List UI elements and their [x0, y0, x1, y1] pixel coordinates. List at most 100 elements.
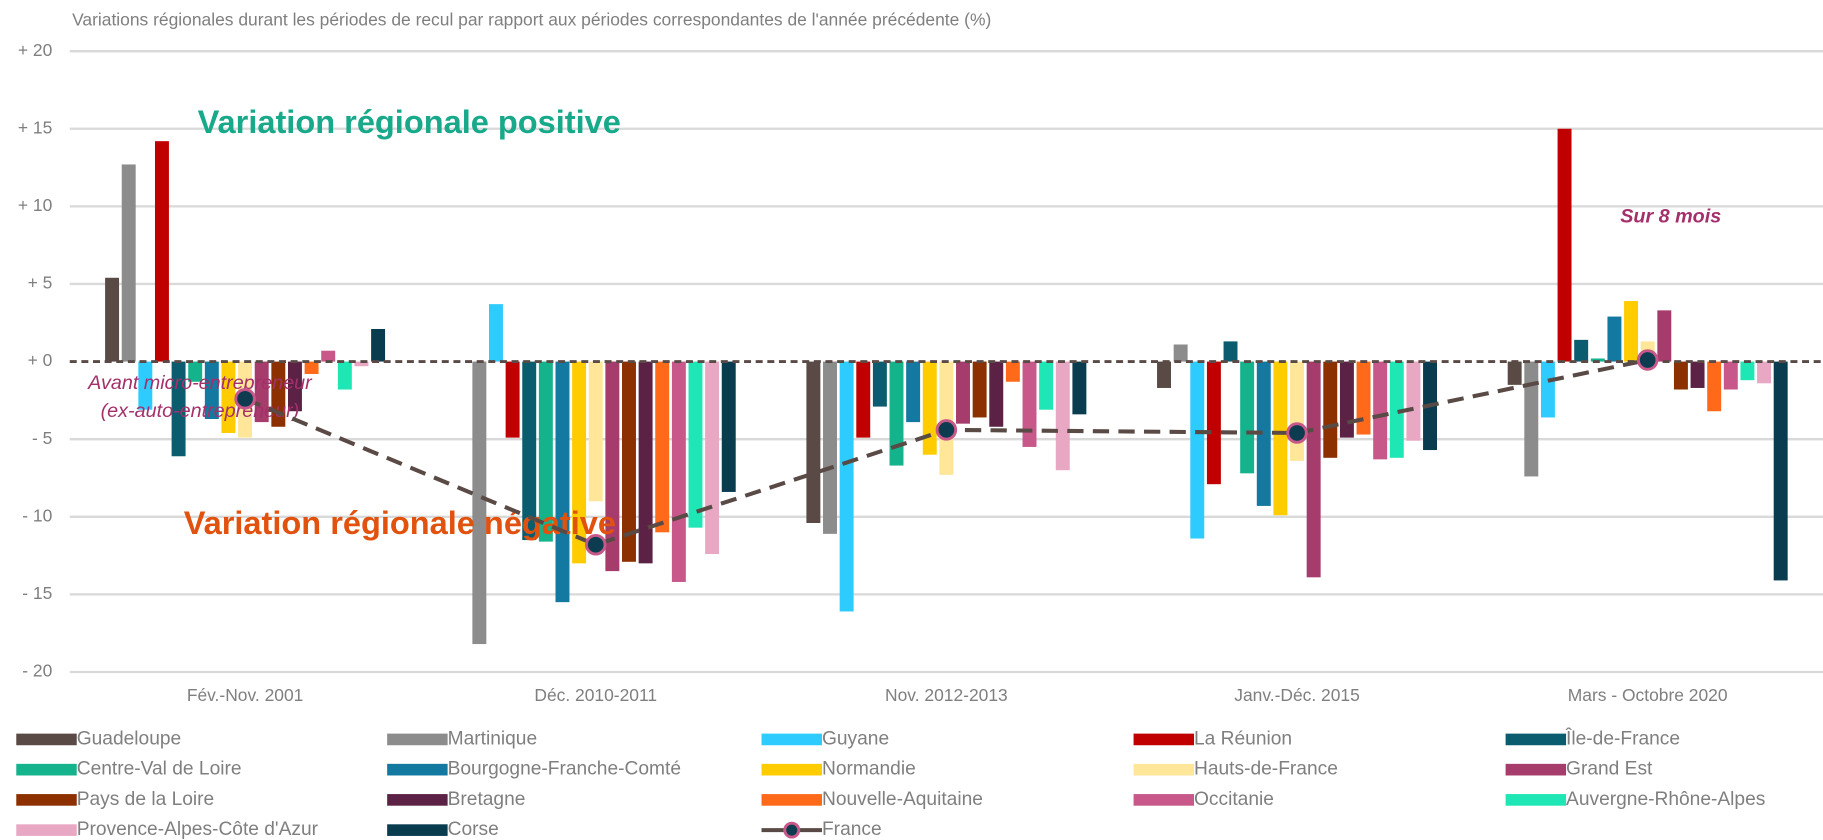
legend-label: Corse [448, 819, 499, 840]
bar [1356, 361, 1371, 435]
bar [1389, 361, 1404, 458]
legend-label: Provence-Alpes-Côte d'Azur [77, 819, 319, 840]
bar [622, 361, 636, 562]
bar [1673, 361, 1688, 390]
annotation: Variation régionale négative [184, 505, 616, 541]
legend-swatch [387, 763, 448, 776]
bar [1039, 361, 1054, 410]
bar [522, 361, 537, 541]
bar [889, 361, 904, 466]
bar [1524, 361, 1539, 477]
x-tick-label: Nov. 2012-2013 [885, 685, 1008, 705]
y-tick-label: + 15 [18, 117, 52, 137]
x-tick-label: Mars - Octobre 2020 [1568, 685, 1728, 705]
bar [1707, 361, 1722, 412]
legend-label: La Réunion [1194, 728, 1292, 749]
bar [1206, 361, 1221, 485]
bar [1406, 361, 1421, 441]
legend-swatch [387, 824, 448, 836]
legend-label: Bourgogne-Franche-Comté [448, 759, 681, 780]
chart-title: Variations régionales durant les période… [72, 10, 991, 30]
legend-swatch [1505, 794, 1567, 806]
annotation: Sur 8 mois [1620, 206, 1721, 228]
bar [1290, 361, 1305, 461]
bar [1540, 361, 1555, 418]
bar [221, 361, 236, 433]
marker [935, 419, 958, 441]
bar [872, 361, 887, 407]
bar [1005, 361, 1020, 382]
legend-swatch [761, 794, 822, 806]
legend-swatch [761, 763, 822, 776]
marker [234, 388, 256, 410]
bar [105, 277, 120, 362]
bar [1190, 361, 1205, 539]
y-tick-label: - 20 [22, 661, 52, 681]
y-tick-label: - 10 [22, 505, 52, 525]
x-tick-label: Fév.-Nov. 2001 [187, 685, 304, 705]
bar [1240, 361, 1255, 474]
bar [956, 361, 970, 424]
bar [154, 141, 169, 362]
bar [1323, 361, 1338, 458]
bar [1373, 361, 1388, 460]
y-tick-label: - 15 [22, 583, 52, 603]
x-tick-label: Déc. 2010-2011 [534, 685, 657, 705]
annotation: Avant micro-entrepreneur [87, 372, 313, 394]
y-tick-label: - 5 [32, 428, 52, 448]
legend-label: Pays de la Loire [77, 789, 214, 810]
bar [337, 361, 352, 390]
y-tick-label: + 5 [28, 273, 53, 293]
bar [1757, 361, 1772, 384]
bar [555, 361, 570, 603]
bar [823, 361, 837, 534]
legend-label: Martinique [448, 728, 538, 749]
legend-swatch [1133, 794, 1195, 806]
bar [121, 164, 136, 362]
bar [655, 361, 670, 533]
marker [1286, 422, 1308, 444]
bar [1607, 316, 1622, 362]
bar [605, 361, 620, 572]
legend-swatch [387, 733, 448, 746]
bar [1723, 361, 1738, 390]
bar [1306, 361, 1321, 578]
legend-label: Occitanie [1194, 789, 1274, 810]
legend-label: Guadeloupe [77, 728, 181, 749]
bar [1590, 358, 1605, 362]
bar [1557, 128, 1572, 362]
bar [989, 361, 1004, 427]
bar [472, 361, 487, 645]
marker [584, 533, 607, 556]
bar [1339, 361, 1354, 438]
bar [806, 361, 821, 523]
legend-label: Normandie [822, 759, 916, 780]
bar [1273, 361, 1288, 516]
bar [1657, 310, 1672, 362]
bar [254, 361, 269, 423]
bar [1256, 361, 1271, 506]
bar [906, 361, 921, 423]
bar [922, 361, 937, 455]
bar [705, 361, 720, 555]
legend-swatch [16, 824, 77, 836]
bar [204, 361, 219, 420]
legend-label: Hauts-de-France [1194, 759, 1338, 780]
bar [304, 361, 319, 374]
bar [638, 361, 653, 564]
legend-label: Centre-Val de Loire [77, 759, 242, 780]
bar [538, 361, 553, 542]
bar [321, 350, 336, 362]
bar [572, 361, 587, 564]
legend-swatch [783, 821, 801, 839]
bar [1574, 339, 1589, 362]
bar [588, 361, 603, 502]
bar [1773, 361, 1788, 581]
bar [1055, 361, 1070, 471]
legend-swatch [16, 763, 77, 776]
bar [721, 361, 736, 492]
bar [371, 328, 386, 362]
annotation: Variation régionale positive [198, 104, 621, 140]
legend-swatch [387, 794, 448, 806]
